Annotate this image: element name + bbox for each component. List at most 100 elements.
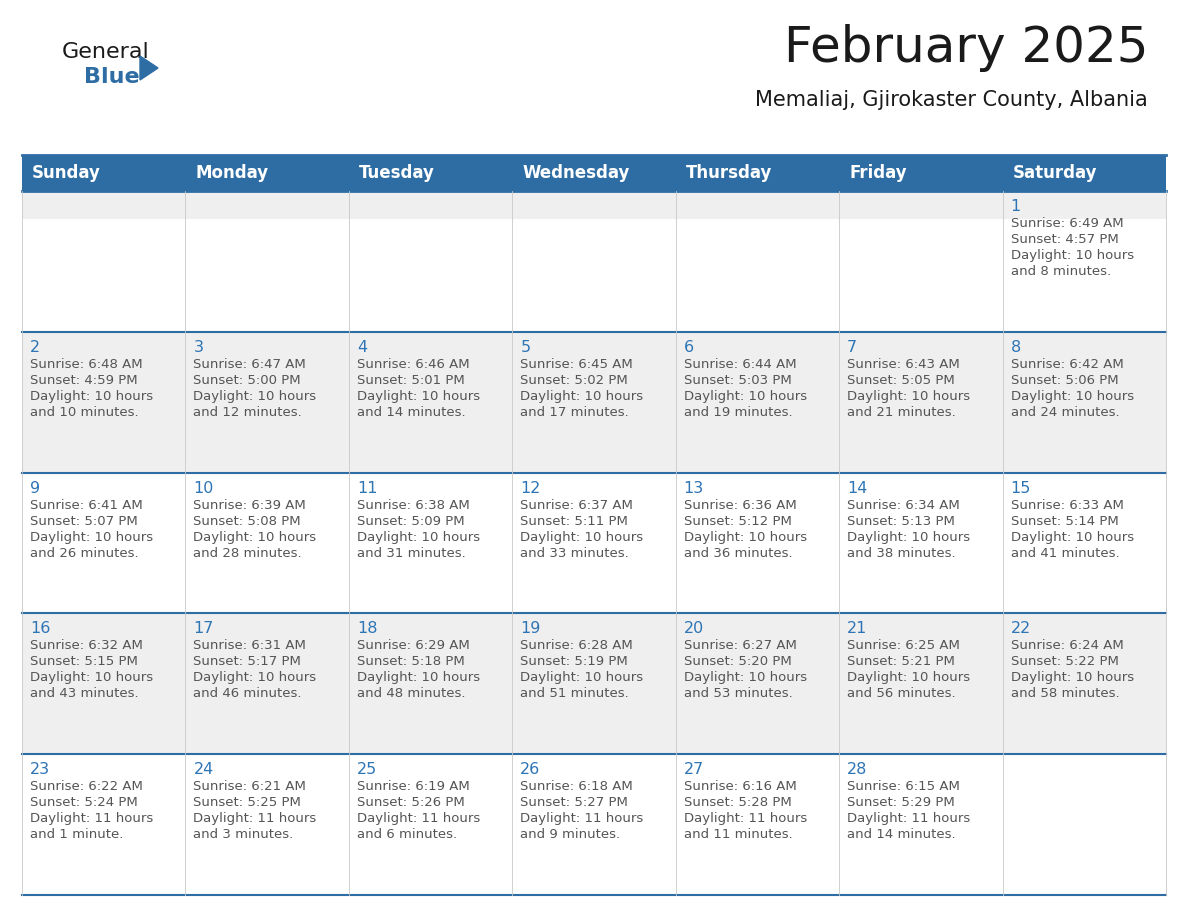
Text: and 33 minutes.: and 33 minutes.: [520, 546, 628, 560]
Text: Daylight: 10 hours: Daylight: 10 hours: [684, 390, 807, 403]
Bar: [512, 191, 676, 219]
Text: and 17 minutes.: and 17 minutes.: [520, 406, 628, 419]
Text: 11: 11: [356, 481, 378, 496]
Text: Sunset: 5:05 PM: Sunset: 5:05 PM: [847, 374, 955, 386]
Text: and 43 minutes.: and 43 minutes.: [30, 688, 139, 700]
Bar: [839, 191, 1003, 331]
Bar: [676, 219, 839, 331]
Text: Thursday: Thursday: [685, 164, 772, 182]
Bar: [185, 331, 349, 473]
Text: Friday: Friday: [849, 164, 906, 182]
Bar: [185, 755, 349, 895]
Bar: [512, 331, 676, 473]
Text: Sunset: 5:14 PM: Sunset: 5:14 PM: [1011, 515, 1118, 528]
Text: Daylight: 10 hours: Daylight: 10 hours: [30, 671, 153, 685]
Text: Daylight: 10 hours: Daylight: 10 hours: [194, 671, 316, 685]
Text: Memaliaj, Gjirokaster County, Albania: Memaliaj, Gjirokaster County, Albania: [756, 90, 1148, 110]
Text: Sunrise: 6:24 AM: Sunrise: 6:24 AM: [1011, 640, 1124, 653]
Text: 18: 18: [356, 621, 378, 636]
Text: Daylight: 11 hours: Daylight: 11 hours: [194, 812, 317, 825]
Text: Sunrise: 6:25 AM: Sunrise: 6:25 AM: [847, 640, 960, 653]
Text: and 21 minutes.: and 21 minutes.: [847, 406, 956, 419]
Bar: [185, 219, 349, 331]
Text: and 11 minutes.: and 11 minutes.: [684, 828, 792, 841]
Bar: [23, 191, 185, 219]
Text: and 26 minutes.: and 26 minutes.: [30, 546, 139, 560]
Bar: [676, 191, 839, 331]
Bar: [23, 755, 185, 895]
Text: 15: 15: [1011, 481, 1031, 496]
Text: Sunrise: 6:16 AM: Sunrise: 6:16 AM: [684, 780, 796, 793]
Text: Sunset: 5:09 PM: Sunset: 5:09 PM: [356, 515, 465, 528]
Text: Sunset: 5:08 PM: Sunset: 5:08 PM: [194, 515, 301, 528]
Text: and 3 minutes.: and 3 minutes.: [194, 828, 293, 841]
Bar: [839, 473, 1003, 613]
Text: and 14 minutes.: and 14 minutes.: [847, 828, 956, 841]
Text: and 12 minutes.: and 12 minutes.: [194, 406, 302, 419]
Text: Sunset: 5:28 PM: Sunset: 5:28 PM: [684, 796, 791, 809]
Text: and 28 minutes.: and 28 minutes.: [194, 546, 302, 560]
Text: Sunset: 5:06 PM: Sunset: 5:06 PM: [1011, 374, 1118, 386]
Text: 17: 17: [194, 621, 214, 636]
Text: Sunset: 5:25 PM: Sunset: 5:25 PM: [194, 796, 302, 809]
Text: and 14 minutes.: and 14 minutes.: [356, 406, 466, 419]
Text: and 19 minutes.: and 19 minutes.: [684, 406, 792, 419]
Text: Sunrise: 6:21 AM: Sunrise: 6:21 AM: [194, 780, 307, 793]
Bar: [349, 191, 512, 331]
Text: 3: 3: [194, 340, 203, 354]
Text: and 9 minutes.: and 9 minutes.: [520, 828, 620, 841]
Polygon shape: [140, 56, 158, 80]
Bar: [676, 473, 839, 613]
Text: Sunrise: 6:46 AM: Sunrise: 6:46 AM: [356, 358, 469, 371]
Text: and 56 minutes.: and 56 minutes.: [847, 688, 956, 700]
Text: Blue: Blue: [84, 67, 140, 87]
Bar: [512, 191, 676, 331]
Text: and 8 minutes.: and 8 minutes.: [1011, 265, 1111, 278]
Bar: [839, 755, 1003, 895]
Text: 5: 5: [520, 340, 530, 354]
Bar: [185, 191, 349, 331]
Text: and 48 minutes.: and 48 minutes.: [356, 688, 466, 700]
Text: Sunrise: 6:37 AM: Sunrise: 6:37 AM: [520, 498, 633, 511]
Text: Sunrise: 6:36 AM: Sunrise: 6:36 AM: [684, 498, 796, 511]
Text: and 31 minutes.: and 31 minutes.: [356, 546, 466, 560]
Text: Sunrise: 6:19 AM: Sunrise: 6:19 AM: [356, 780, 469, 793]
Text: 9: 9: [30, 481, 40, 496]
Text: 25: 25: [356, 762, 377, 778]
Text: Sunday: Sunday: [32, 164, 101, 182]
Text: and 41 minutes.: and 41 minutes.: [1011, 546, 1119, 560]
Text: Daylight: 10 hours: Daylight: 10 hours: [520, 531, 644, 543]
Text: Sunset: 5:19 PM: Sunset: 5:19 PM: [520, 655, 628, 668]
Bar: [512, 755, 676, 895]
Text: Sunset: 5:18 PM: Sunset: 5:18 PM: [356, 655, 465, 668]
Text: Sunrise: 6:44 AM: Sunrise: 6:44 AM: [684, 358, 796, 371]
Text: Daylight: 10 hours: Daylight: 10 hours: [847, 390, 971, 403]
Bar: [839, 613, 1003, 755]
Text: Sunrise: 6:41 AM: Sunrise: 6:41 AM: [30, 498, 143, 511]
Text: and 10 minutes.: and 10 minutes.: [30, 406, 139, 419]
Text: Sunrise: 6:15 AM: Sunrise: 6:15 AM: [847, 780, 960, 793]
Text: Sunset: 5:20 PM: Sunset: 5:20 PM: [684, 655, 791, 668]
Bar: [349, 219, 512, 331]
Bar: [512, 473, 676, 613]
Text: Sunrise: 6:49 AM: Sunrise: 6:49 AM: [1011, 217, 1123, 230]
Text: Daylight: 10 hours: Daylight: 10 hours: [847, 671, 971, 685]
Text: Daylight: 10 hours: Daylight: 10 hours: [684, 531, 807, 543]
Text: 28: 28: [847, 762, 867, 778]
Text: Sunset: 5:03 PM: Sunset: 5:03 PM: [684, 374, 791, 386]
Text: Sunset: 5:24 PM: Sunset: 5:24 PM: [30, 796, 138, 809]
Text: Tuesday: Tuesday: [359, 164, 435, 182]
Text: 21: 21: [847, 621, 867, 636]
Text: Daylight: 11 hours: Daylight: 11 hours: [30, 812, 153, 825]
Bar: [839, 219, 1003, 331]
Text: and 51 minutes.: and 51 minutes.: [520, 688, 628, 700]
Text: February 2025: February 2025: [784, 24, 1148, 72]
Text: 6: 6: [684, 340, 694, 354]
Bar: [676, 613, 839, 755]
Text: Daylight: 10 hours: Daylight: 10 hours: [1011, 390, 1133, 403]
Text: Daylight: 10 hours: Daylight: 10 hours: [1011, 671, 1133, 685]
Text: Sunrise: 6:29 AM: Sunrise: 6:29 AM: [356, 640, 469, 653]
Text: 24: 24: [194, 762, 214, 778]
Text: 2: 2: [30, 340, 40, 354]
Text: Sunrise: 6:32 AM: Sunrise: 6:32 AM: [30, 640, 143, 653]
